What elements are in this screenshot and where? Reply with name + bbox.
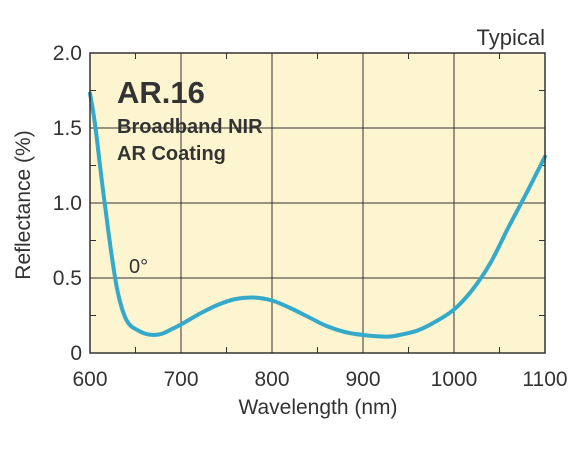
y-tick-label: 0.5 (53, 267, 82, 290)
y-tick-label: 2.0 (53, 42, 82, 65)
y-tick-label: 1.5 (53, 117, 82, 140)
x-tick-labels: 600 700 800 900 1000 1100 (72, 368, 567, 391)
y-axis-label: Reflectance (%) (12, 130, 35, 279)
x-tick-label: 1100 (522, 368, 567, 391)
typical-label: Typical (477, 25, 545, 50)
x-tick-label: 800 (254, 368, 289, 391)
x-axis-label: Wavelength (nm) (238, 396, 397, 419)
product-description-line-2: AR Coating (117, 143, 226, 165)
reflectance-curve (88, 91, 547, 339)
plot-border (89, 52, 546, 354)
axis-ticks (90, 53, 545, 353)
angle-label: 0° (129, 256, 148, 278)
y-tick-labels: 0 0.5 1.0 1.5 2.0 (53, 42, 82, 365)
y-tick-label: 1.0 (53, 192, 82, 215)
product-code-label: AR.16 (117, 75, 205, 110)
x-tick-label: 700 (163, 368, 198, 391)
product-description-line-1: Broadband NIR (117, 116, 263, 138)
x-tick-label: 1000 (431, 368, 478, 391)
y-tick-label: 0 (70, 342, 82, 365)
x-tick-label: 900 (345, 368, 380, 391)
x-tick-label: 600 (72, 368, 107, 391)
